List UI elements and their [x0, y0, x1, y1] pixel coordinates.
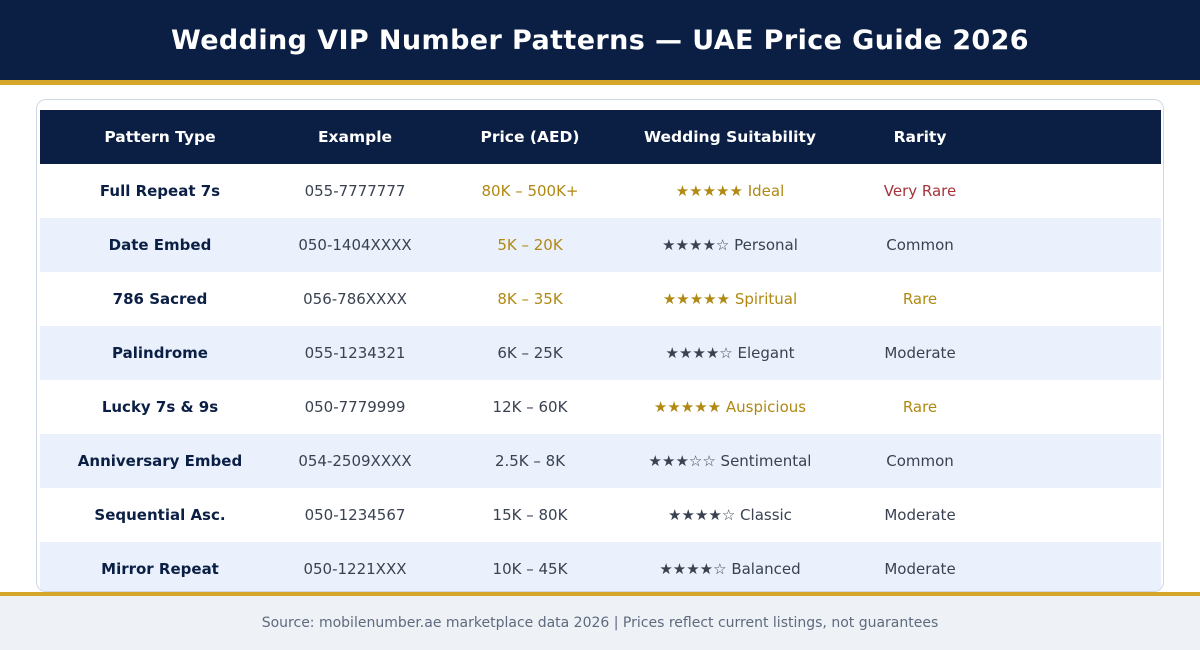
suitability-cell: ★★★★☆ Elegant — [665, 344, 795, 362]
example-number-cell: 050-1234567 — [304, 506, 406, 524]
pattern-type-cell: Full Repeat 7s — [99, 182, 221, 200]
price-cell: 10K – 45K — [492, 560, 568, 578]
example-number-cell: 056-786XXXX — [303, 290, 407, 308]
rarity-cell: Common — [886, 452, 954, 470]
suitability-cell: ★★★★☆ Balanced — [659, 560, 801, 578]
rarity-cell: Moderate — [884, 560, 956, 578]
suitability-cell: ★★★★☆ Personal — [662, 236, 798, 254]
title-banner: Wedding VIP Number Patterns — UAE Price … — [0, 0, 1200, 80]
source-note: Source: mobilenumber.ae marketplace data… — [261, 615, 939, 631]
example-number-cell: 055-1234321 — [304, 344, 406, 362]
price-cell: 80K – 500K+ — [481, 182, 579, 200]
pattern-type-cell: Sequential Asc. — [94, 506, 226, 524]
price-cell: 8K – 35K — [497, 290, 563, 308]
column-header-rarity: Rarity — [893, 128, 947, 146]
table-row: 786 Sacred 056-786XXXX 8K – 35K ★★★★★ Sp… — [40, 272, 1161, 326]
suitability-cell: ★★★☆☆ Sentimental — [648, 452, 812, 470]
column-header-wedding-suitability: Wedding Suitability — [643, 128, 816, 146]
column-header-pattern-type: Pattern Type — [104, 128, 216, 146]
rarity-cell: Rare — [902, 290, 938, 308]
rarity-cell: Very Rare — [883, 182, 957, 200]
rarity-cell: Common — [886, 236, 954, 254]
suitability-cell: ★★★★★ Auspicious — [653, 398, 807, 416]
rarity-cell: Rare — [902, 398, 938, 416]
bottom-divider — [0, 592, 1200, 596]
price-cell: 5K – 20K — [497, 236, 563, 254]
table-row: Sequential Asc. 050-1234567 15K – 80K ★★… — [40, 488, 1161, 542]
price-cell: 15K – 80K — [492, 506, 568, 524]
table-row: Date Embed 050-1404XXXX 5K – 20K ★★★★☆ P… — [40, 218, 1161, 272]
price-cell: 12K – 60K — [492, 398, 568, 416]
price-table-card: Pattern Type Example Price (AED) Wedding… — [36, 99, 1164, 592]
page-title: Wedding VIP Number Patterns — UAE Price … — [171, 24, 1029, 56]
suitability-cell: ★★★★★ Ideal — [675, 182, 785, 200]
column-header-example: Example — [317, 128, 393, 146]
table-row: Anniversary Embed 054-2509XXXX 2.5K – 8K… — [40, 434, 1161, 488]
table-row: Mirror Repeat 050-1221XXX 10K – 45K ★★★★… — [40, 542, 1161, 591]
example-number-cell: 050-1404XXXX — [298, 236, 412, 254]
example-number-cell: 050-7779999 — [304, 398, 406, 416]
rarity-cell: Moderate — [884, 506, 956, 524]
pattern-type-cell: Palindrome — [112, 344, 208, 362]
suitability-cell: ★★★★☆ Classic — [668, 506, 792, 524]
example-number-cell: 054-2509XXXX — [298, 452, 412, 470]
price-cell: 6K – 25K — [497, 344, 563, 362]
column-header-price: Price (AED) — [480, 128, 580, 146]
source-footer: Source: mobilenumber.ae marketplace data… — [0, 596, 1200, 650]
table-row: Palindrome 055-1234321 6K – 25K ★★★★☆ El… — [40, 326, 1161, 380]
example-number-cell: 050-1221XXX — [303, 560, 407, 578]
suitability-cell: ★★★★★ Spiritual — [662, 290, 798, 308]
top-divider — [0, 80, 1200, 85]
table-body: Full Repeat 7s 055-7777777 80K – 500K+ ★… — [40, 164, 1161, 591]
price-cell: 2.5K – 8K — [494, 452, 566, 470]
pattern-type-cell: Mirror Repeat — [101, 560, 219, 578]
pattern-type-cell: Anniversary Embed — [77, 452, 243, 470]
table-row: Full Repeat 7s 055-7777777 80K – 500K+ ★… — [40, 164, 1161, 218]
pattern-type-cell: Lucky 7s & 9s — [101, 398, 219, 416]
table-row: Lucky 7s & 9s 050-7779999 12K – 60K ★★★★… — [40, 380, 1161, 434]
pattern-type-cell: Date Embed — [108, 236, 212, 254]
example-number-cell: 055-7777777 — [304, 182, 406, 200]
table-header: Pattern Type Example Price (AED) Wedding… — [40, 110, 1161, 164]
rarity-cell: Moderate — [884, 344, 956, 362]
pattern-type-cell: 786 Sacred — [112, 290, 208, 308]
